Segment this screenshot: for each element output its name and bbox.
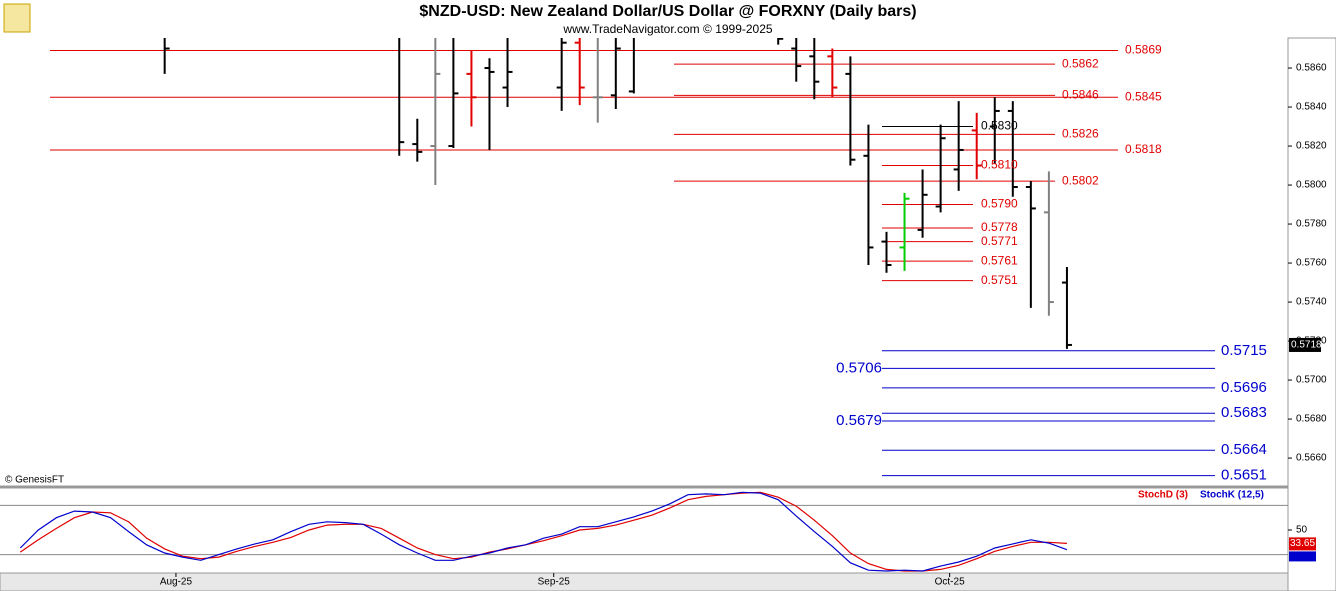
level-label: 0.5706 xyxy=(836,359,882,376)
level-label: 0.5683 xyxy=(1221,404,1267,421)
right-axis xyxy=(1287,37,1336,591)
y-tick-label: 0.5800 xyxy=(1296,180,1327,191)
level-label: 0.5771 xyxy=(981,234,1018,248)
main-plot xyxy=(50,38,1215,477)
legend-entry: StochK (12,5) xyxy=(1200,490,1264,501)
level-label: 0.5651 xyxy=(1221,467,1267,484)
y-tick-label: 0.5660 xyxy=(1296,453,1327,464)
y-tick-label: 0.5820 xyxy=(1296,141,1327,152)
axes: 0.56600.56800.57000.57200.57400.57600.57… xyxy=(160,43,1327,588)
level-label: 0.5869 xyxy=(1125,43,1162,57)
stoch-line xyxy=(19,491,1067,572)
y-tick-label: 0.5680 xyxy=(1296,414,1327,425)
y-tick-label: 0.5840 xyxy=(1296,102,1327,113)
stoch-plot xyxy=(0,491,1288,572)
x-tick-label: Aug-25 xyxy=(160,577,193,588)
level-label: 0.5696 xyxy=(1221,379,1267,396)
level-label: 0.5790 xyxy=(981,197,1018,211)
level-label: 0.5664 xyxy=(1221,441,1267,458)
level-label: 0.5751 xyxy=(981,273,1018,287)
level-label: 0.5845 xyxy=(1125,89,1162,103)
watermark: © GenesisFT xyxy=(5,475,64,486)
level-label: 0.5715 xyxy=(1221,342,1267,359)
legend-entry: StochD (3) xyxy=(1138,490,1188,501)
chart-title: $NZD-USD: New Zealand Dollar/US Dollar @… xyxy=(419,3,916,20)
level-label: 0.5802 xyxy=(1062,173,1099,187)
y-tick-label: 0.5860 xyxy=(1296,63,1327,74)
level-label: 0.5810 xyxy=(981,158,1018,172)
x-axis-strip xyxy=(0,572,1289,591)
value-box xyxy=(1289,551,1316,562)
x-tick-label: Oct-25 xyxy=(935,577,965,588)
level-label: 0.5846 xyxy=(1062,88,1099,102)
value-box xyxy=(1289,537,1316,551)
x-tick-label: Sep-25 xyxy=(538,577,571,588)
level-label: 0.5862 xyxy=(1062,56,1099,70)
logo xyxy=(3,3,31,33)
y-tick-label: 0.5740 xyxy=(1296,297,1327,308)
value-label: 33.65 xyxy=(1290,538,1315,549)
level-label: 0.5761 xyxy=(981,253,1018,267)
level-label: 0.5778 xyxy=(981,220,1018,234)
level-label: 0.5818 xyxy=(1125,142,1162,156)
last-price-label: 0.5718 xyxy=(1291,340,1322,351)
y-tick-label: 0.5760 xyxy=(1296,258,1327,269)
level-label: 0.5826 xyxy=(1062,127,1099,141)
y-tick-label: 50 xyxy=(1296,525,1308,536)
chart-subtitle: www.TradeNavigator.com © 1999-2025 xyxy=(562,22,772,36)
last-price-box xyxy=(1289,337,1321,352)
stoch-line xyxy=(19,491,1068,572)
y-tick-label: 0.5780 xyxy=(1296,219,1327,230)
level-label: 0.5830 xyxy=(981,119,1018,133)
level-label: 0.5679 xyxy=(836,412,882,429)
y-tick-label: 0.5700 xyxy=(1296,375,1327,386)
